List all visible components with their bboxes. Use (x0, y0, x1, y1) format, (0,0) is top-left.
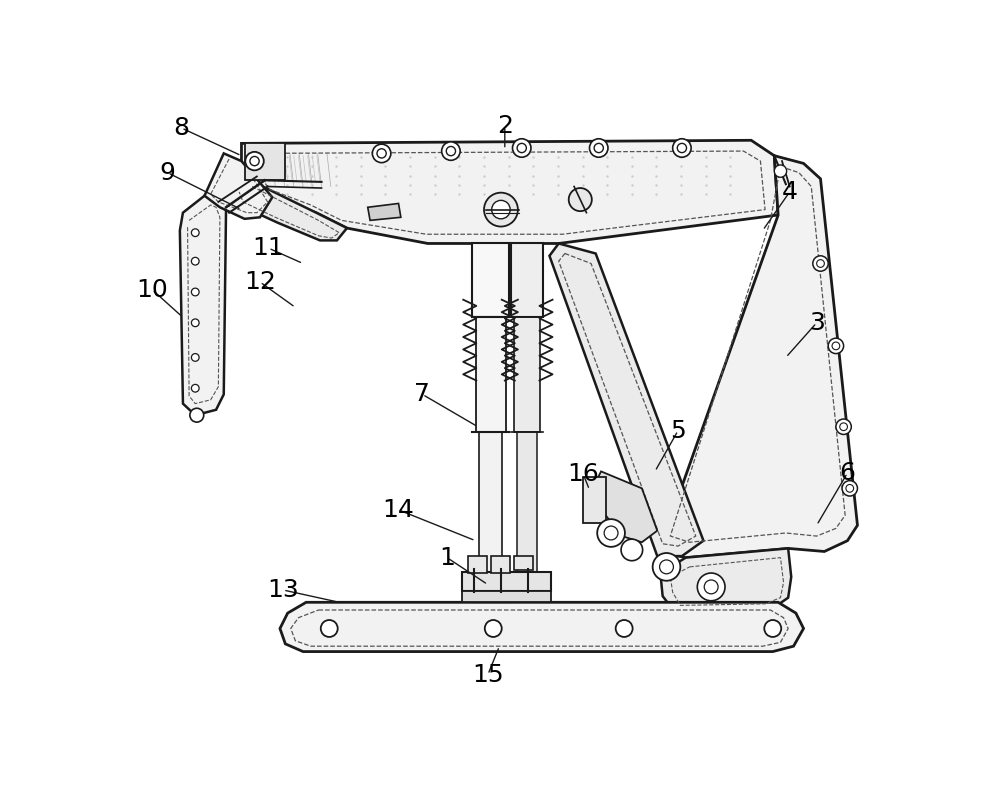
Circle shape (484, 193, 518, 226)
Polygon shape (234, 179, 347, 241)
Circle shape (774, 165, 787, 177)
Text: 8: 8 (173, 116, 189, 140)
Polygon shape (659, 155, 857, 558)
Circle shape (604, 526, 618, 540)
Circle shape (677, 143, 687, 152)
Text: 1: 1 (439, 546, 455, 570)
Bar (511, 243, 543, 316)
Circle shape (191, 319, 199, 327)
Circle shape (512, 139, 531, 157)
Polygon shape (549, 243, 703, 556)
Bar (476, 316, 506, 432)
Circle shape (621, 539, 643, 561)
Bar (472, 243, 509, 316)
Circle shape (191, 257, 199, 265)
Circle shape (673, 139, 691, 157)
Circle shape (846, 485, 854, 493)
Text: 14: 14 (383, 498, 414, 522)
Circle shape (191, 384, 199, 392)
Circle shape (764, 620, 781, 637)
Circle shape (616, 620, 633, 637)
Circle shape (442, 142, 460, 160)
Circle shape (191, 354, 199, 361)
Polygon shape (590, 471, 657, 542)
Bar (514, 316, 540, 432)
Text: 2: 2 (497, 115, 513, 139)
Bar (462, 571, 551, 591)
Text: 6: 6 (839, 461, 855, 485)
Circle shape (191, 229, 199, 237)
Circle shape (836, 419, 851, 434)
Circle shape (597, 519, 625, 547)
Circle shape (321, 620, 338, 637)
Text: 15: 15 (472, 662, 504, 687)
Circle shape (594, 143, 603, 152)
Text: 16: 16 (567, 462, 599, 486)
Circle shape (653, 553, 680, 581)
Text: 7: 7 (414, 383, 430, 406)
Circle shape (697, 573, 725, 601)
Circle shape (590, 139, 608, 157)
Bar (245, 143, 285, 180)
Polygon shape (205, 153, 272, 219)
Text: 11: 11 (253, 236, 284, 260)
Circle shape (817, 260, 824, 267)
Polygon shape (368, 203, 401, 221)
Circle shape (569, 188, 592, 211)
Circle shape (832, 342, 840, 350)
Circle shape (485, 620, 502, 637)
Circle shape (190, 408, 204, 422)
Bar (491, 556, 510, 573)
Circle shape (245, 152, 264, 171)
Bar (517, 432, 537, 602)
Circle shape (377, 149, 386, 158)
Circle shape (191, 289, 199, 296)
Polygon shape (280, 603, 804, 652)
Circle shape (828, 338, 844, 354)
Circle shape (517, 143, 526, 152)
Bar (583, 477, 606, 523)
Circle shape (840, 423, 847, 430)
Circle shape (372, 144, 391, 163)
Polygon shape (241, 140, 778, 243)
Bar (514, 556, 533, 570)
Circle shape (704, 580, 718, 594)
Text: 13: 13 (267, 578, 299, 602)
Circle shape (446, 147, 456, 155)
Text: 3: 3 (809, 311, 825, 335)
Text: 12: 12 (244, 270, 276, 294)
Bar (479, 432, 502, 602)
Circle shape (492, 200, 510, 219)
Text: 4: 4 (782, 180, 798, 204)
Circle shape (660, 560, 673, 574)
Bar (462, 591, 551, 603)
Text: 10: 10 (136, 277, 168, 302)
Circle shape (842, 481, 857, 496)
Polygon shape (660, 548, 791, 613)
Text: 9: 9 (160, 161, 175, 185)
Circle shape (250, 156, 259, 166)
Bar (468, 556, 487, 573)
Text: 5: 5 (670, 418, 686, 442)
Circle shape (813, 256, 828, 271)
Polygon shape (180, 196, 226, 415)
